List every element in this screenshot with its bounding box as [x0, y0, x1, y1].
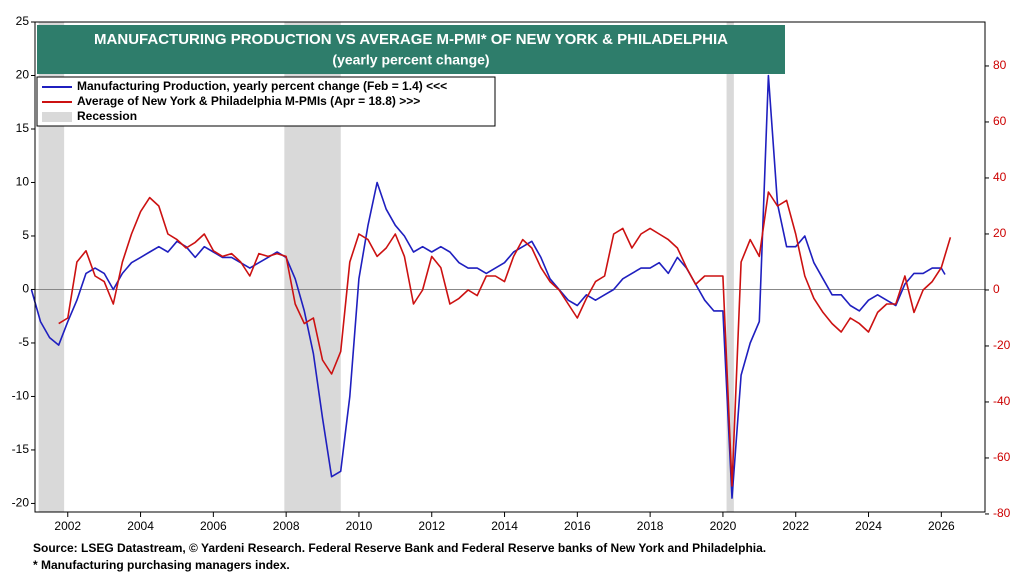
x-tick-label: 2004: [127, 519, 154, 533]
x-tick-label: 2012: [418, 519, 445, 533]
y-tick-label: 5: [22, 228, 29, 242]
x-tick-label: 2010: [346, 519, 373, 533]
chart-title: MANUFACTURING PRODUCTION VS AVERAGE M-PM…: [94, 31, 728, 48]
legend: [36, 76, 496, 127]
y-tick-label: 15: [16, 121, 30, 135]
y-tick-label: -10: [12, 389, 30, 403]
y-tick-label: 0: [22, 282, 29, 296]
y-tick-label: -5: [18, 335, 29, 349]
y2-tick-label: -40: [993, 394, 1011, 408]
y2-tick-label: -20: [993, 338, 1011, 352]
y2-tick-label: 60: [993, 114, 1007, 128]
source-note: Source: LSEG Datastream, © Yardeni Resea…: [33, 541, 766, 555]
y-tick-label: -15: [12, 442, 30, 456]
y2-tick-label: 0: [993, 282, 1000, 296]
chart-subtitle: (yearly percent change): [332, 52, 489, 68]
legend-label: Manufacturing Production, yearly percent…: [77, 79, 447, 93]
y2-tick-label: 20: [993, 226, 1007, 240]
x-tick-label: 2008: [273, 519, 300, 533]
x-tick-label: 2022: [782, 519, 809, 533]
series-line: [58, 191, 952, 487]
x-tick-label: 2016: [564, 519, 591, 533]
title-box: [37, 25, 785, 74]
x-tick-label: 2026: [928, 519, 955, 533]
y-tick-label: -20: [12, 496, 30, 510]
x-tick-label: 2018: [637, 519, 664, 533]
y2-tick-label: -60: [993, 450, 1011, 464]
plot-border: [34, 21, 986, 513]
y2-tick-label: 40: [993, 170, 1007, 184]
x-tick-label: 2002: [54, 519, 81, 533]
x-tick-label: 2014: [491, 519, 518, 533]
y2-tick-label: 80: [993, 58, 1007, 72]
y-tick-label: 25: [16, 14, 30, 28]
recession-band: [726, 22, 734, 512]
y2-tick-label: -80: [993, 506, 1011, 520]
x-tick-label: 2020: [710, 519, 737, 533]
y-tick-label: 10: [16, 175, 30, 189]
legend-label: Average of New York & Philadelphia M-PMI…: [77, 94, 420, 108]
y-tick-label: 20: [16, 68, 30, 82]
x-tick-label: 2024: [855, 519, 882, 533]
legend-label: Recession: [77, 109, 137, 123]
footnote: * Manufacturing purchasing managers inde…: [33, 558, 290, 572]
x-tick-label: 2006: [200, 519, 227, 533]
legend-swatch: [42, 112, 72, 122]
